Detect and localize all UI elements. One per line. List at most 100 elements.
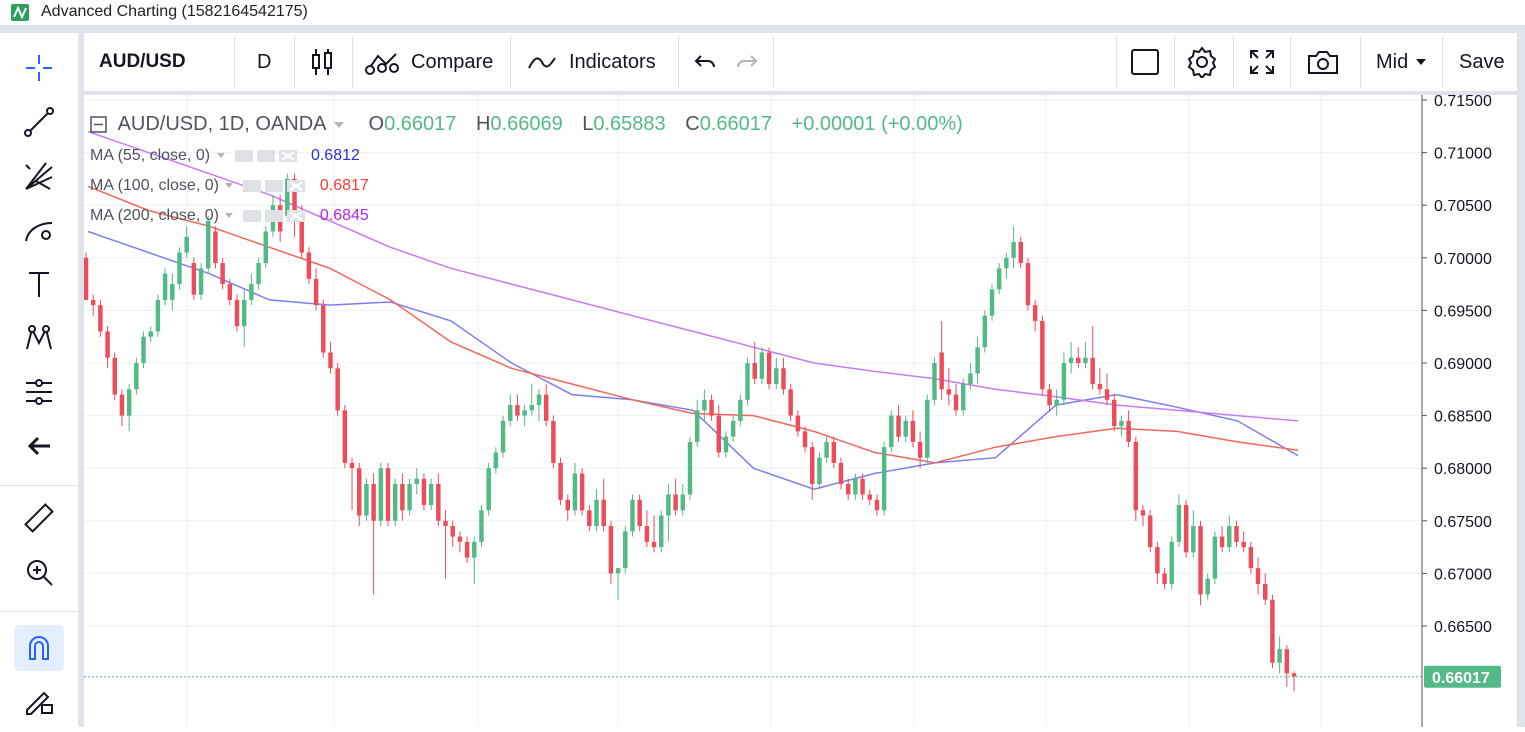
ma200-line: [87, 130, 1299, 422]
pattern-tool-button[interactable]: [14, 315, 64, 361]
crosshair-tool-button[interactable]: [14, 45, 64, 91]
fullscreen-button[interactable]: [1247, 33, 1277, 91]
redo-icon: [737, 55, 758, 68]
collapse-legend-icon[interactable]: [90, 115, 108, 134]
pencil-lock-icon: [26, 691, 53, 715]
ohlc-close-label: C: [685, 113, 700, 135]
fib-fan-icon: [25, 162, 53, 190]
ruler-icon: [24, 503, 54, 533]
undo-button[interactable]: [692, 33, 718, 91]
price-tick-label: 0.69500: [1434, 303, 1492, 320]
series-title: AUD/USD, 1D, OANDA: [117, 113, 326, 135]
candle-body: [1169, 541, 1174, 584]
candle-body: [961, 384, 966, 411]
candle-body: [1011, 242, 1016, 258]
fib-tool-button[interactable]: [14, 153, 64, 199]
candle-body: [702, 399, 707, 411]
candle-body: [1068, 357, 1074, 363]
prediction-tool-button[interactable]: [14, 369, 64, 415]
compare-label: Compare: [411, 50, 494, 73]
gear-icon: [1187, 46, 1217, 78]
hide-toolbar-button[interactable]: [14, 423, 64, 469]
candle-body: [1212, 536, 1218, 579]
candle-body: [673, 494, 678, 511]
fullscreen-layout-button[interactable]: [1130, 33, 1160, 91]
candle-body: [774, 368, 779, 385]
chart-style-button[interactable]: [311, 33, 333, 91]
candle-body: [802, 431, 808, 448]
candle-body: [1061, 363, 1067, 400]
candle-body: [968, 373, 973, 385]
lock-drawings-button[interactable]: [14, 677, 64, 723]
brush-tool-button[interactable]: [14, 207, 64, 253]
compare-button[interactable]: Compare: [364, 33, 493, 91]
candle-body: [313, 278, 319, 306]
candle-body: [1147, 515, 1153, 548]
trend-line-tool-button[interactable]: [14, 99, 64, 145]
candle-body: [845, 483, 851, 495]
candle-body: [795, 415, 801, 432]
price-type-dropdown[interactable]: Mid: [1376, 33, 1427, 91]
window-titlebar: Advanced Charting (1582164542175): [0, 0, 1525, 25]
ohlc-close-value: 0.66017: [699, 113, 772, 135]
text-tool-button[interactable]: [14, 261, 64, 307]
price-tick-label: 0.71000: [1434, 146, 1492, 163]
candle-body: [766, 352, 772, 385]
screenshot-button[interactable]: [1306, 33, 1340, 91]
ohlc-low-value: 0.65883: [593, 113, 666, 135]
magnet-icon: [29, 636, 49, 660]
candle-body: [565, 499, 570, 511]
indicator-actions-icon[interactable]: [223, 179, 313, 193]
toolbar-separator: [1233, 36, 1234, 88]
main-series-legend: AUD/USD, 1D, OANDA O0.66017 H0.66069 L0.…: [90, 113, 963, 136]
symbol-search-button[interactable]: AUD/USD: [99, 33, 186, 91]
candle-body: [1270, 599, 1275, 663]
candle-body: [745, 363, 750, 400]
candle-body: [428, 483, 434, 506]
candlestick-chart[interactable]: 0.71500 0.71000 0.70500 0.70000 0.69500 0.690…: [83, 93, 1517, 727]
measure-tool-button[interactable]: [14, 495, 64, 541]
candle-body: [493, 452, 499, 469]
candle-body: [155, 299, 161, 332]
pattern-icon: [26, 325, 52, 350]
candle-body: [608, 526, 614, 574]
save-button[interactable]: Save: [1459, 33, 1505, 91]
indicator-legend-ma200: MA (200, close, 0) 0.6845: [90, 207, 369, 225]
candle-body: [989, 289, 995, 316]
chart-pane[interactable]: 0.71500 0.71000 0.70500 0.70000 0.69500 0.690…: [83, 93, 1517, 727]
toolbar-separator: [1116, 36, 1117, 88]
candle-body: [177, 252, 182, 285]
save-label: Save: [1459, 50, 1505, 73]
indicator-actions-icon[interactable]: [215, 149, 305, 163]
interval-button[interactable]: D: [257, 33, 271, 91]
redo-button[interactable]: [734, 33, 760, 91]
candle-body: [543, 394, 549, 421]
indicator-actions-icon[interactable]: [223, 209, 313, 223]
candle-body: [342, 410, 348, 463]
candle-body: [1133, 441, 1139, 511]
price-tick-label: 0.67500: [1434, 514, 1492, 531]
candle-body: [975, 347, 980, 374]
candle-body: [881, 447, 887, 511]
candle-body: [709, 399, 714, 416]
settings-button[interactable]: [1186, 33, 1218, 91]
caret-down-icon[interactable]: [333, 121, 345, 129]
candle-body: [730, 420, 736, 437]
candle-body: [1112, 399, 1117, 427]
candle-body: [996, 268, 1002, 290]
candle-body: [378, 468, 384, 521]
candle-body: [170, 284, 175, 300]
candle-body: [615, 568, 621, 574]
candle-body: [450, 526, 455, 537]
window-title: Advanced Charting (1582164542175): [41, 3, 308, 20]
indicators-button[interactable]: Indicators: [527, 33, 656, 91]
price-tick-label: 0.69000: [1434, 356, 1492, 373]
candle-body: [457, 536, 463, 542]
magnet-tool-button[interactable]: [14, 625, 64, 671]
candle-body: [1040, 320, 1045, 390]
ohlc-high-label: H: [475, 113, 491, 135]
price-tick-label: 0.68500: [1434, 409, 1492, 426]
candle-body: [716, 415, 721, 453]
zoom-tool-button[interactable]: [14, 549, 64, 595]
ma55-line: [87, 230, 1299, 490]
